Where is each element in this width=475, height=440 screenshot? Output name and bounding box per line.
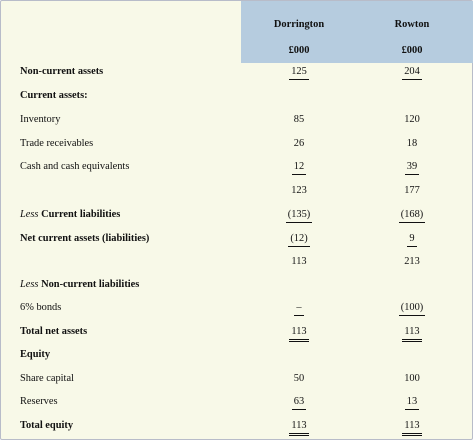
value-dorrington: (135) bbox=[254, 203, 344, 226]
value-rowton: 113 bbox=[367, 414, 457, 437]
row-label: Cash and cash equivalents bbox=[20, 161, 130, 172]
value-rowton: 9 bbox=[367, 227, 457, 250]
row-label: Current assets: bbox=[20, 90, 88, 101]
value-rowton: 13 bbox=[367, 390, 457, 413]
table-row: 6% bonds – (100) bbox=[1, 296, 472, 319]
table-row: Less Non-current liabilities bbox=[1, 273, 472, 296]
row-label: Trade receivables bbox=[20, 138, 94, 149]
value-dorrington: 63 bbox=[254, 390, 344, 413]
table-row: Total equity 113 113 bbox=[1, 414, 472, 437]
table-row: Net current assets (liabilities) (12) 9 bbox=[1, 227, 472, 250]
table-row: Trade receivables 26 18 bbox=[1, 132, 472, 155]
value-dorrington: 113 bbox=[254, 320, 344, 343]
value-rowton: 204 bbox=[367, 60, 457, 83]
table-row: Inventory 85 120 bbox=[1, 108, 472, 131]
row-label: Equity bbox=[20, 349, 51, 360]
table-row: 113 213 bbox=[1, 250, 472, 273]
value-dorrington: 12 bbox=[254, 155, 344, 178]
value-dorrington: 125 bbox=[254, 60, 344, 83]
row-label: Net current assets (liabilities) bbox=[20, 233, 150, 244]
column-header-rowton: Rowton bbox=[394, 19, 430, 30]
table-row: Current assets: bbox=[1, 84, 472, 107]
value-dorrington: 50 bbox=[293, 373, 305, 384]
value-rowton: 100 bbox=[404, 373, 420, 384]
value-dorrington: 113 bbox=[291, 256, 307, 267]
value-dorrington: 85 bbox=[293, 114, 305, 125]
column-header-dorrington: Dorrington bbox=[273, 19, 325, 30]
value-rowton: (100) bbox=[367, 296, 457, 319]
value-rowton: 39 bbox=[367, 155, 457, 178]
value-rowton: (168) bbox=[367, 203, 457, 226]
value-rowton: 213 bbox=[404, 256, 420, 267]
row-label: Less Current liabilities bbox=[20, 209, 121, 220]
value-rowton: 113 bbox=[367, 320, 457, 343]
table-row: Total net assets 113 113 bbox=[1, 320, 472, 343]
table-row: Reserves 63 13 bbox=[1, 390, 472, 413]
row-label: Less Non-current liabilities bbox=[20, 279, 140, 290]
row-label: Total equity bbox=[20, 420, 74, 431]
value-dorrington: 26 bbox=[293, 138, 305, 149]
table-row: Non-current assets 125 204 bbox=[1, 60, 472, 83]
row-label: Non-current assets bbox=[20, 66, 104, 77]
value-dorrington: 113 bbox=[254, 414, 344, 437]
value-rowton: 18 bbox=[406, 138, 418, 149]
row-label: 6% bonds bbox=[20, 302, 62, 313]
column-header-band bbox=[241, 1, 473, 63]
unit-rowton: £000 bbox=[401, 45, 423, 56]
table-row: Equity bbox=[1, 343, 472, 366]
value-dorrington: (12) bbox=[254, 227, 344, 250]
table-row: 123 177 bbox=[1, 179, 472, 202]
row-label: Inventory bbox=[20, 114, 61, 125]
table-row: Share capital 50 100 bbox=[1, 367, 472, 390]
row-label: Reserves bbox=[20, 396, 58, 407]
value-rowton: 177 bbox=[404, 185, 420, 196]
value-rowton: 120 bbox=[404, 114, 420, 125]
row-label: Total net assets bbox=[20, 326, 88, 337]
row-label: Share capital bbox=[20, 373, 74, 384]
table-row: Cash and cash equivalents 12 39 bbox=[1, 155, 472, 178]
unit-dorrington: £000 bbox=[288, 45, 310, 56]
table-row: Less Current liabilities (135) (168) bbox=[1, 203, 472, 226]
value-dorrington: – bbox=[254, 296, 344, 319]
value-dorrington: 123 bbox=[291, 185, 307, 196]
